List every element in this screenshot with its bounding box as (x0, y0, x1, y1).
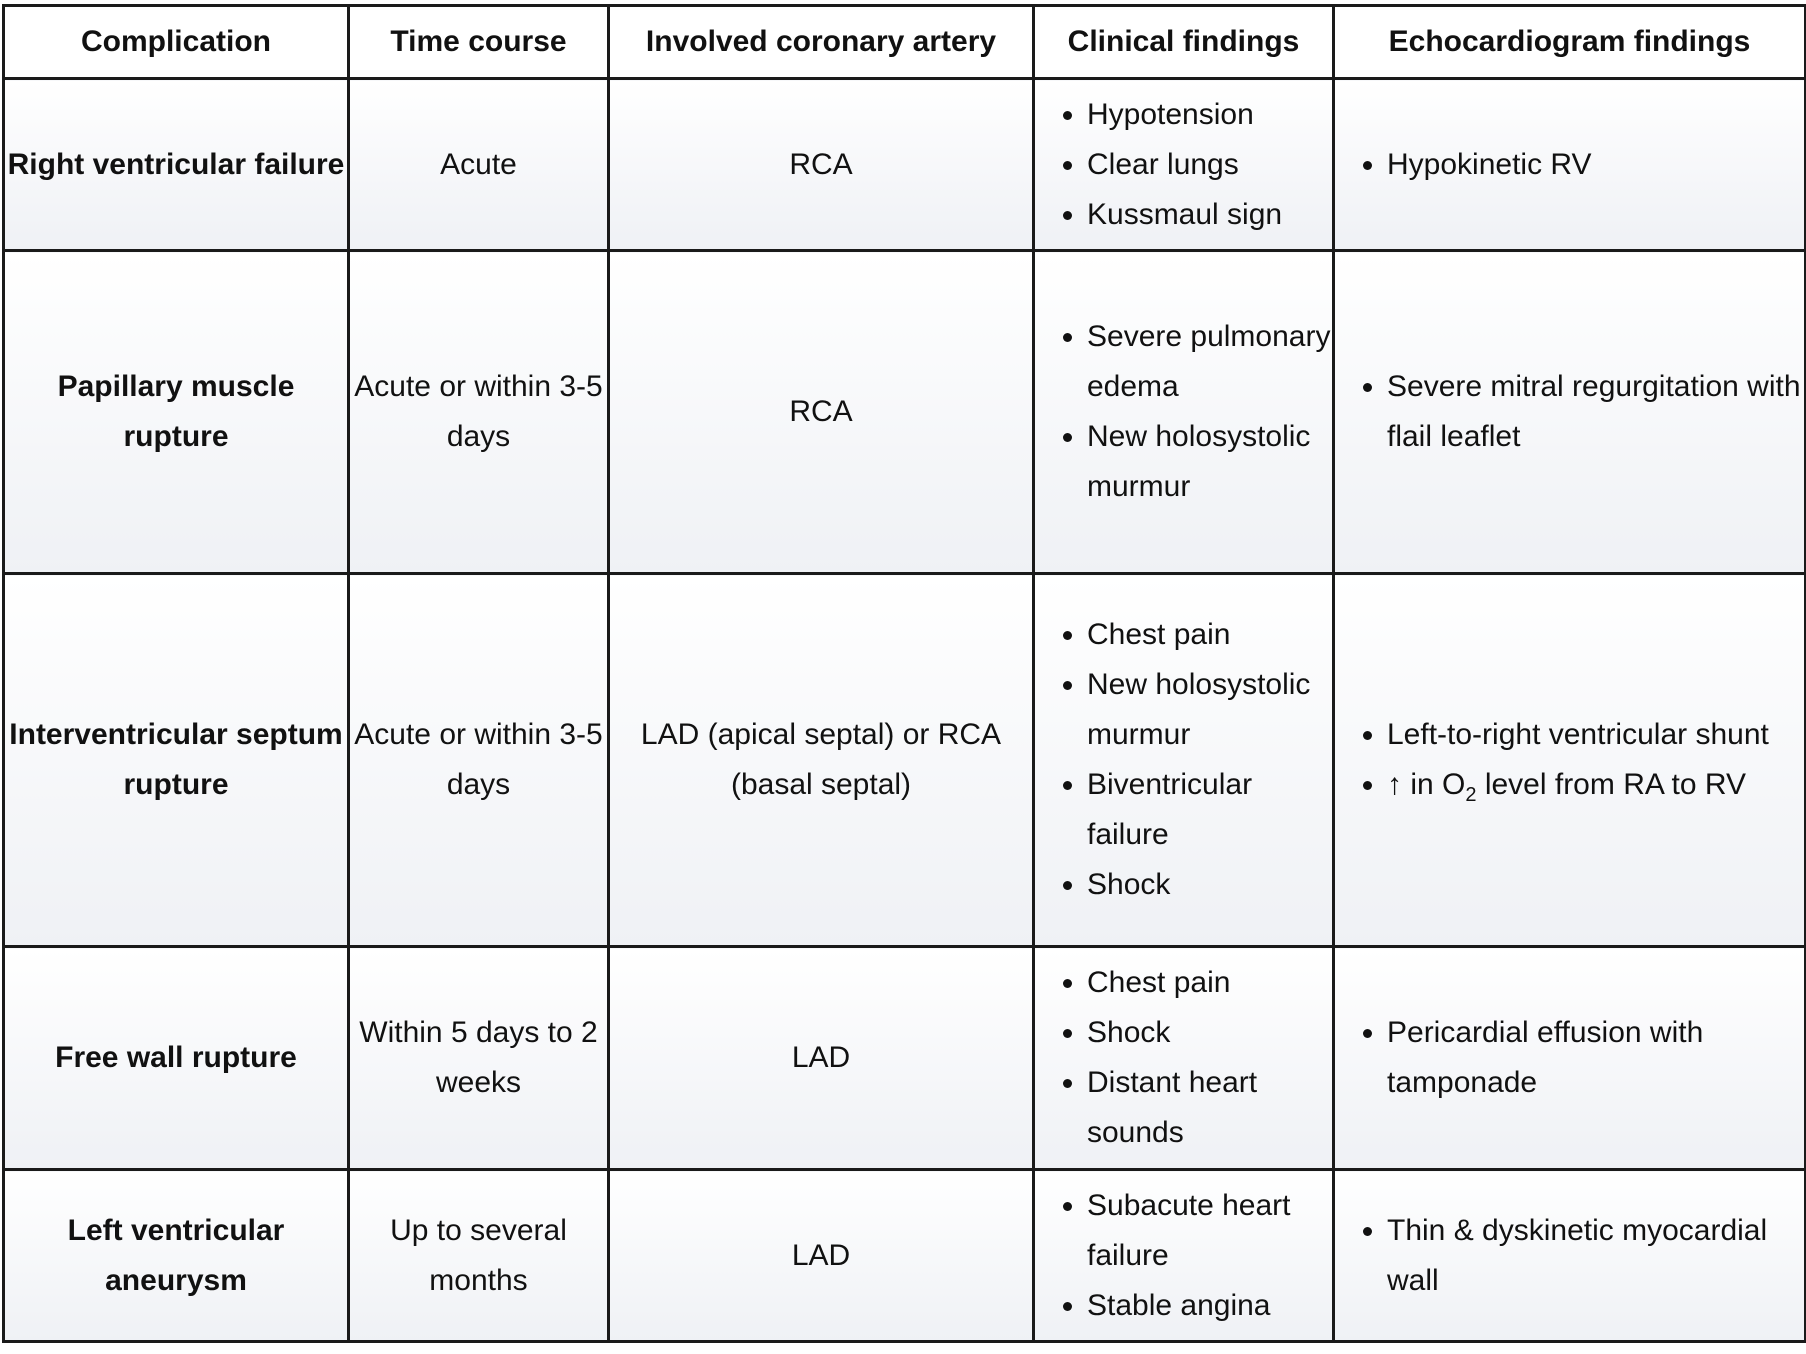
echo-findings-list: Left-to-right ventricular shunt ↑ in O2 … (1335, 710, 1804, 810)
header-involved-artery: Involved coronary artery (607, 4, 1035, 80)
artery-cell: LAD (apical septal) or RCA (basal septal… (607, 572, 1035, 948)
list-item: Severe mitral regurgitation with flail l… (1387, 362, 1804, 462)
table-row: Left ventricular aneurysm Up to several … (2, 1168, 1806, 1343)
echo-findings-list: Thin & dyskinetic myocardial wall (1335, 1206, 1804, 1306)
clinical-findings-list: Chest pain New holosystolic murmur Biven… (1035, 610, 1332, 910)
time-course-cell: Acute or within 3-5 days (347, 249, 610, 575)
clinical-findings-cell: Chest pain Shock Distant heart sounds (1032, 945, 1335, 1171)
clinical-findings-list: Hypotension Clear lungs Kussmaul sign (1035, 90, 1332, 240)
list-item: ↑ in O2 level from RA to RV (1387, 760, 1804, 810)
list-item: Pericardial effusion with tamponade (1387, 1008, 1804, 1108)
list-item: New holosystolic murmur (1087, 412, 1332, 512)
list-item: Severe pulmonary edema (1087, 312, 1332, 412)
clinical-findings-list: Chest pain Shock Distant heart sounds (1035, 958, 1332, 1158)
table-row: Right ventricular failure Acute RCA Hypo… (2, 77, 1806, 252)
list-item: Shock (1087, 1008, 1332, 1058)
complication-cell: Free wall rupture (2, 945, 350, 1171)
o2-prefix: ↑ in O (1387, 768, 1466, 801)
echo-findings-list: Severe mitral regurgitation with flail l… (1335, 362, 1804, 462)
echo-findings-cell: Left-to-right ventricular shunt ↑ in O2 … (1332, 572, 1806, 948)
artery-cell: LAD (607, 945, 1035, 1171)
clinical-findings-cell: Chest pain New holosystolic murmur Biven… (1032, 572, 1335, 948)
artery-cell: RCA (607, 249, 1035, 575)
echo-findings-list: Hypokinetic RV (1335, 140, 1804, 190)
complication-cell: Right ventricular failure (2, 77, 350, 252)
time-course-cell: Within 5 days to 2 weeks (347, 945, 610, 1171)
time-course-cell: Acute or within 3-5 days (347, 572, 610, 948)
complication-cell: Interventricular septum rupture (2, 572, 350, 948)
artery-cell: RCA (607, 77, 1035, 252)
clinical-findings-cell: Hypotension Clear lungs Kussmaul sign (1032, 77, 1335, 252)
list-item: Hypotension (1087, 90, 1332, 140)
echo-findings-list: Pericardial effusion with tamponade (1335, 1008, 1804, 1108)
list-item: Thin & dyskinetic myocardial wall (1387, 1206, 1804, 1306)
list-item: Stable angina (1087, 1281, 1332, 1331)
o2-suffix: level from RA to RV (1476, 768, 1747, 801)
time-course-cell: Acute (347, 77, 610, 252)
echo-findings-cell: Thin & dyskinetic myocardial wall (1332, 1168, 1806, 1343)
table-row: Free wall rupture Within 5 days to 2 wee… (2, 945, 1806, 1171)
header-row: Complication Time course Involved corona… (2, 4, 1806, 80)
clinical-findings-list: Subacute heart failure Stable angina (1035, 1181, 1332, 1331)
header-clinical-findings: Clinical findings (1032, 4, 1335, 80)
list-item: Distant heart sounds (1087, 1058, 1332, 1158)
complication-cell: Papillary muscle rupture (2, 249, 350, 575)
echo-findings-cell: Severe mitral regurgitation with flail l… (1332, 249, 1806, 575)
list-item: Shock (1087, 860, 1332, 910)
list-item: Left-to-right ventricular shunt (1387, 710, 1804, 760)
list-item: New holosystolic murmur (1087, 660, 1332, 760)
mi-complications-table: Complication Time course Involved corona… (2, 4, 1806, 1343)
header-complication: Complication (2, 4, 350, 80)
echo-findings-cell: Pericardial effusion with tamponade (1332, 945, 1806, 1171)
artery-cell: LAD (607, 1168, 1035, 1343)
header-time-course: Time course (347, 4, 610, 80)
list-item: Chest pain (1087, 610, 1332, 660)
o2-subscript: 2 (1465, 784, 1477, 806)
echo-findings-cell: Hypokinetic RV (1332, 77, 1806, 252)
complication-cell: Left ventricular aneurysm (2, 1168, 350, 1343)
clinical-findings-cell: Severe pulmonary edema New holosystolic … (1032, 249, 1335, 575)
time-course-cell: Up to several months (347, 1168, 610, 1343)
list-item: Biventricular failure (1087, 760, 1332, 860)
table-row: Papillary muscle rupture Acute or within… (2, 249, 1806, 575)
clinical-findings-list: Severe pulmonary edema New holosystolic … (1035, 312, 1332, 512)
table-row: Interventricular septum rupture Acute or… (2, 572, 1806, 948)
header-echo-findings: Echocardiogram findings (1332, 4, 1806, 80)
list-item: Chest pain (1087, 958, 1332, 1008)
clinical-findings-cell: Subacute heart failure Stable angina (1032, 1168, 1335, 1343)
list-item: Kussmaul sign (1087, 190, 1332, 240)
list-item: Clear lungs (1087, 140, 1332, 190)
list-item: Hypokinetic RV (1387, 140, 1804, 190)
list-item: Subacute heart failure (1087, 1181, 1332, 1281)
